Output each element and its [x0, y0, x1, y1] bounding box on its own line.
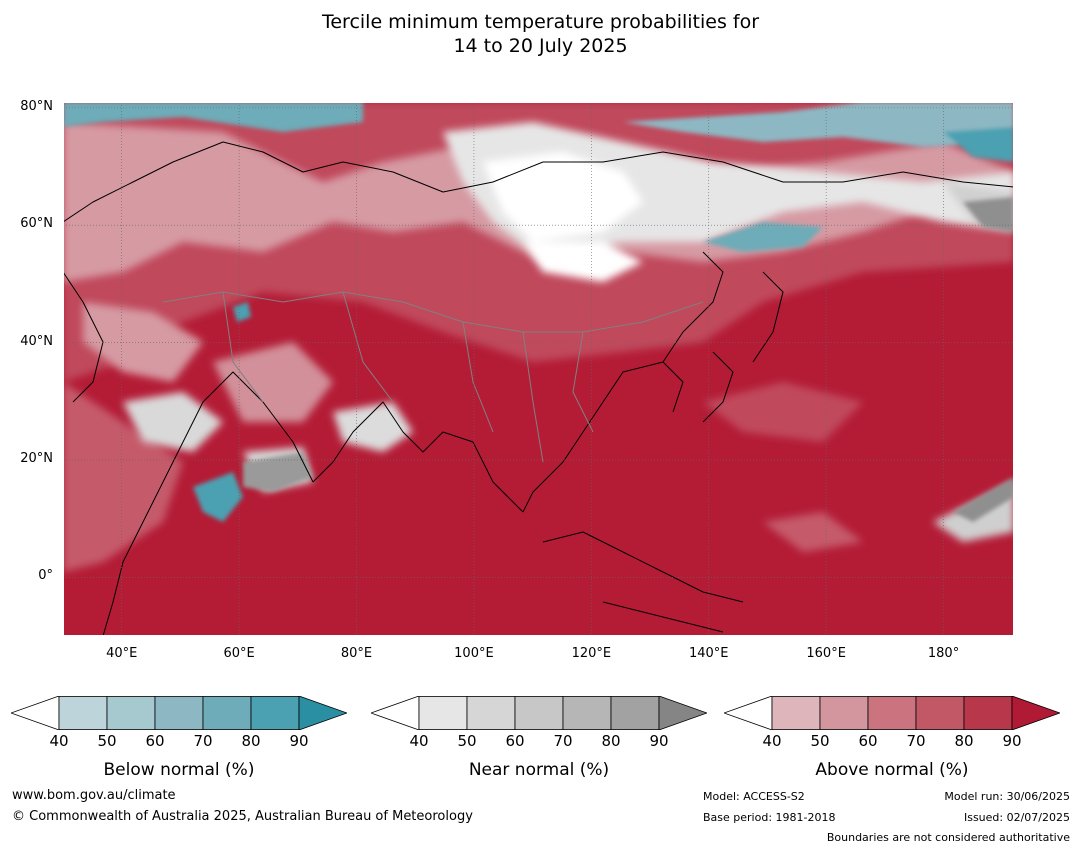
colorbar-segment — [466, 696, 516, 730]
colorbar-tick-label: 90 — [1002, 732, 1022, 750]
longitude-label: 100°E — [454, 646, 494, 661]
longitude-label: 120°E — [571, 646, 612, 661]
colorbar-lower-extend — [11, 696, 60, 730]
footer-issued: Issued: 02/07/2025 — [963, 811, 1070, 824]
colorbar-segment — [562, 696, 612, 730]
colorbar-segment — [202, 696, 252, 730]
colorbar-segment — [514, 696, 564, 730]
colorbar-segment — [58, 696, 108, 730]
footer-url[interactable]: www.bom.gov.au/climate — [12, 788, 176, 803]
longitude-label: 60°E — [223, 646, 255, 661]
colorbar-tick-label: 40 — [762, 732, 782, 750]
title-line-1: Tercile minimum temperature probabilitie… — [321, 11, 760, 33]
colorbar-segment — [418, 696, 468, 730]
near-normal-region — [123, 122, 1014, 542]
footer-model-run: Model run: 30/06/2025 — [944, 790, 1070, 803]
longitude-label: 160°E — [806, 646, 846, 661]
colorbar-tick-label: 80 — [954, 732, 974, 750]
colorbar-segment — [819, 696, 869, 730]
latitude-label: 20°N — [20, 450, 53, 466]
colorbar-segment — [771, 696, 821, 730]
longitude-label: 140°E — [688, 646, 729, 661]
colorbar-tick-label: 60 — [858, 732, 878, 750]
colorbar-below — [11, 696, 347, 730]
colorbar-segment — [867, 696, 917, 730]
colorbar-lower-extend — [371, 696, 420, 730]
colorbar-upper-extend — [658, 696, 707, 730]
colorbar-title: Below normal (%) — [103, 760, 255, 780]
colorbar-segment — [250, 696, 300, 730]
colorbar-tick-label: 60 — [145, 732, 165, 750]
colorbar-tick-label: 50 — [97, 732, 117, 750]
colorbar-tick-label: 40 — [409, 732, 429, 750]
colorbar-segment — [610, 696, 660, 730]
latitude-label: 0° — [38, 568, 53, 584]
colorbar-segment — [963, 696, 1013, 730]
colorbar-segment — [154, 696, 204, 730]
longitude-label: 180° — [927, 646, 960, 661]
colorbar-tick-label: 90 — [649, 732, 669, 750]
country-boundaries — [162, 291, 704, 463]
latitude-label: 40°N — [20, 333, 53, 349]
colorbar-tick-label: 80 — [601, 732, 621, 750]
probability-map — [63, 102, 1014, 636]
colorbar-upper-extend — [1011, 696, 1060, 730]
latitude-label: 60°N — [20, 216, 53, 232]
longitude-label: 40°E — [106, 646, 138, 661]
colorbar-tick-label: 50 — [810, 732, 830, 750]
gridlines — [63, 102, 1014, 636]
title-line-2: 14 to 20 July 2025 — [453, 35, 628, 57]
colorbar-tick-label: 80 — [241, 732, 261, 750]
colorbar-tick-label: 50 — [457, 732, 477, 750]
footer-disclaimer: Boundaries are not considered authoritat… — [826, 831, 1070, 844]
coastlines — [63, 141, 1014, 636]
colorbar-title: Above normal (%) — [815, 760, 969, 780]
colorbar-title: Near normal (%) — [468, 760, 610, 780]
colorbar-lower-extend — [724, 696, 773, 730]
colorbar-tick-label: 40 — [49, 732, 69, 750]
colorbar-above — [724, 696, 1060, 730]
colorbar-tick-label: 70 — [193, 732, 213, 750]
colorbar-tick-label: 70 — [553, 732, 573, 750]
footer-model: Model: ACCESS-S2 — [703, 790, 805, 803]
longitude-label: 80°E — [340, 646, 373, 661]
footer-base-period: Base period: 1981-2018 — [703, 811, 836, 824]
latitude-label: 80°N — [20, 98, 53, 114]
colorbar-segment — [915, 696, 965, 730]
below-normal-region — [63, 102, 1014, 522]
colorbar-tick-label: 90 — [289, 732, 309, 750]
colorbar-tick-label: 70 — [906, 732, 926, 750]
near-normal-high-region — [243, 197, 1014, 522]
colorbar-near — [371, 696, 707, 730]
footer-copyright: © Commonwealth of Australia 2025, Austra… — [12, 809, 473, 824]
colorbar-segment — [106, 696, 156, 730]
colorbar-tick-label: 60 — [505, 732, 525, 750]
map-svg — [63, 102, 1014, 636]
chart-title: Tercile minimum temperature probabilitie… — [0, 10, 1081, 58]
colorbar-upper-extend — [298, 696, 347, 730]
